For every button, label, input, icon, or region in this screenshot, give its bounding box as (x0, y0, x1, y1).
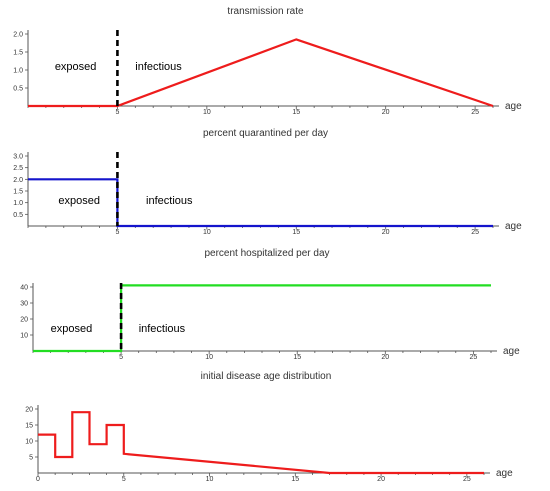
chart-panel-3: percent hospitalized per day 5 10 15 20 25 10 2… (20, 248, 520, 361)
x-tick-label: 10 (203, 109, 211, 116)
chart-panel-4: initial disease age distribution 0 5 10 15 20… (25, 371, 513, 483)
y-tick-label: 10 (20, 333, 28, 340)
y-tick-label: 30 (20, 301, 28, 308)
x-tick-label: 15 (293, 354, 301, 361)
region-label-infectious: infectious (135, 61, 182, 73)
chart-panel-2: percent quarantined per day 5 10 15 20 25 0.5 1… (13, 128, 522, 236)
x-tick-label: 20 (382, 109, 390, 116)
y-tick-label: 1.0 (13, 200, 23, 207)
x-tick-label: 25 (471, 109, 479, 116)
y-tick-label: 2.5 (13, 165, 23, 172)
y-tick-label: 1.5 (13, 189, 23, 196)
y-tick-label: 10 (25, 439, 33, 446)
y-tick-label: 5 (29, 455, 33, 462)
chart-title: percent hospitalized per day (204, 248, 329, 259)
region-label-exposed: exposed (51, 323, 93, 335)
chart-title: transmission rate (227, 6, 304, 17)
region-label-infectious: infectious (139, 323, 186, 335)
y-tick-label: 2.0 (13, 32, 23, 39)
x-axis-label: age (505, 221, 522, 232)
y-tick-label: 0.5 (13, 212, 23, 219)
y-tick-label: 1.5 (13, 50, 23, 57)
x-tick-label: 10 (206, 476, 214, 483)
x-tick-label: 20 (382, 229, 390, 236)
y-tick-label: 0.5 (13, 86, 23, 93)
x-axis-label: age (503, 346, 520, 357)
x-tick-label: 25 (469, 354, 477, 361)
y-tick-label: 20 (25, 407, 33, 414)
y-tick-label: 3.0 (13, 154, 23, 161)
y-tick-label: 1.0 (13, 68, 23, 75)
x-tick-label: 20 (377, 476, 385, 483)
x-tick-label: 5 (115, 109, 119, 116)
x-tick-label: 15 (292, 109, 300, 116)
x-tick-label: 15 (292, 229, 300, 236)
chart-title: percent quarantined per day (203, 128, 328, 139)
region-label-exposed: exposed (55, 61, 97, 73)
x-tick-label: 10 (203, 229, 211, 236)
y-tick-label: 2.0 (13, 177, 23, 184)
x-tick-label: 5 (115, 229, 119, 236)
y-tick-label: 40 (20, 285, 28, 292)
x-tick-label: 0 (36, 476, 40, 483)
x-tick-label: 25 (463, 476, 471, 483)
x-tick-label: 5 (122, 476, 126, 483)
x-tick-label: 10 (205, 354, 213, 361)
x-axis-label: age (505, 101, 522, 112)
region-label-infectious: infectious (146, 195, 193, 207)
series-line (38, 411, 484, 475)
y-tick-label: 20 (20, 317, 28, 324)
chart-title: initial disease age distribution (201, 371, 332, 382)
chart-panel-1: transmission rate 5 10 15 20 25 0.5 1.0 1.5 2.0 ag… (13, 6, 522, 116)
series-line (28, 38, 494, 108)
y-tick-label: 15 (25, 423, 33, 430)
x-tick-label: 15 (291, 476, 299, 483)
x-axis-label: age (496, 468, 513, 479)
region-label-exposed: exposed (58, 195, 100, 207)
x-tick-label: 20 (381, 354, 389, 361)
series-line (33, 284, 491, 353)
x-tick-label: 5 (119, 354, 123, 361)
x-tick-label: 25 (471, 229, 479, 236)
